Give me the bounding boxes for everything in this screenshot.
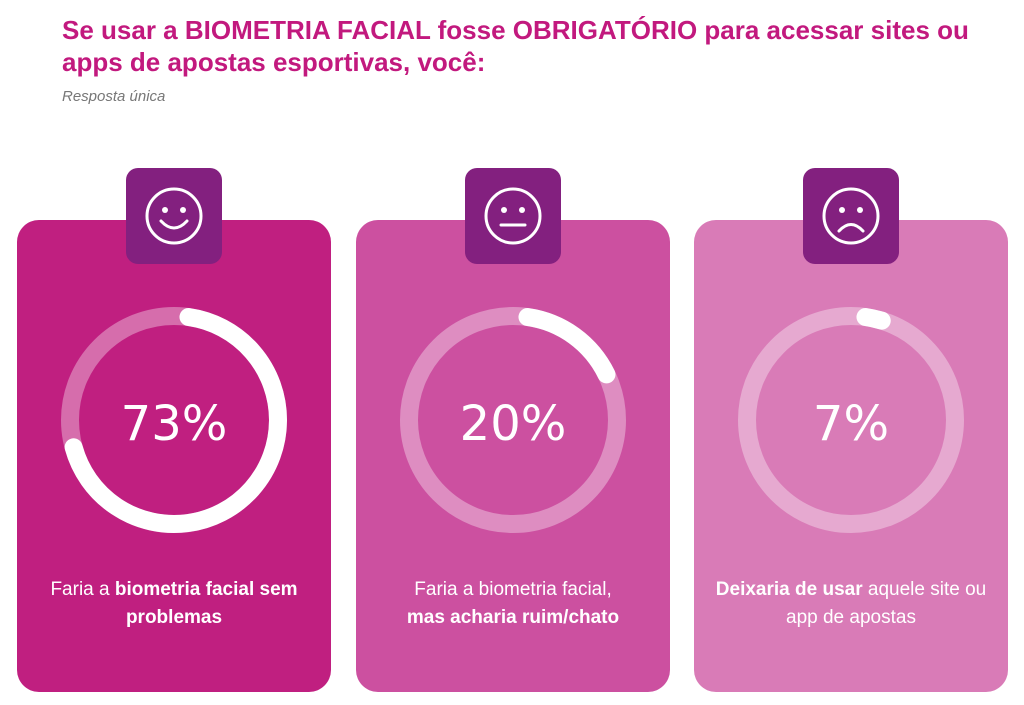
percentage-label: 7% [812, 396, 890, 452]
neutral-face-icon [484, 187, 542, 245]
donut-chart [61, 307, 287, 533]
result-card-deixaria-de-usar: 7% Deixaria de usar aquele site ou app d… [694, 168, 1008, 692]
donut-track [400, 307, 626, 533]
smile-icon [145, 187, 203, 245]
percentage-label: 20% [459, 396, 567, 452]
donut-arc-acharia-ruim [518, 308, 616, 384]
answer-label: Faria a biometria facial sem problemas [50, 579, 298, 628]
chart-subtitle: Resposta única [62, 88, 166, 105]
donut-chart [400, 307, 626, 533]
icon-box [126, 168, 222, 264]
donut-arc-sem-problemas [64, 308, 287, 533]
donut-arc-deixaria-de-usar [856, 308, 891, 330]
result-card-acharia-ruim: 20% Faria a biometria facial, mas achari… [356, 168, 670, 692]
icon-box [803, 168, 899, 264]
percentage-label: 73% [120, 396, 228, 452]
donut-chart [738, 307, 964, 533]
answer-label: Deixaria de usar aquele site ou app de a… [715, 579, 987, 628]
sad-face-icon [822, 187, 880, 245]
answer-label: Faria a biometria facial, mas acharia ru… [406, 579, 620, 628]
donut-track [738, 307, 964, 533]
icon-box [465, 168, 561, 264]
chart-title: Se usar a BIOMETRIA FACIAL fosse OBRIGAT… [62, 15, 969, 77]
result-card-sem-problemas: 73% Faria a biometria facial sem problem… [17, 168, 331, 692]
